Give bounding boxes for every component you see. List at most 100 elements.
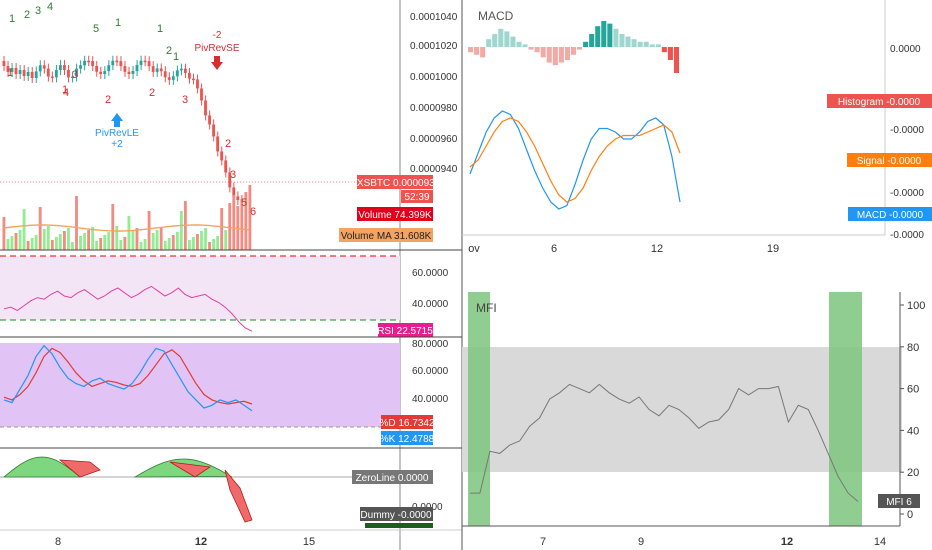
stoch-k-line bbox=[3, 344, 253, 412]
volume-bar bbox=[187, 240, 191, 250]
pivot-low-label: 2 bbox=[149, 87, 155, 99]
histogram-bar bbox=[552, 47, 558, 66]
piv-rev-le-arrow-icon bbox=[111, 113, 123, 127]
volume-bar bbox=[220, 208, 224, 250]
volume-bar bbox=[240, 199, 244, 250]
candle-body bbox=[50, 76, 54, 79]
svg-text:15: 15 bbox=[303, 536, 315, 548]
stoch-panel[interactable]: 80.0000 60.0000 40.0000 %D 16.7342 %K 12… bbox=[0, 336, 462, 445]
candle-body bbox=[139, 60, 143, 66]
rsi-panel[interactable]: 60.0000 40.0000 RSI 22.5715 bbox=[0, 249, 462, 337]
svg-text:8: 8 bbox=[55, 536, 61, 548]
histogram-bar bbox=[595, 26, 601, 47]
pivot-high-label: 2 bbox=[166, 45, 172, 57]
macd-title: MACD bbox=[478, 9, 514, 23]
volume-bar bbox=[143, 239, 147, 250]
macd-panel[interactable]: MACD 0.0000 -0.0000 -0.0000 -0.0000 Hist… bbox=[461, 0, 932, 550]
svg-text:52:39: 52:39 bbox=[404, 192, 429, 203]
candle-body bbox=[208, 115, 211, 125]
candle-body bbox=[111, 60, 115, 66]
candle-body bbox=[200, 88, 203, 101]
price-axis: 0.0001040 0.0001020 0.0001000 0.0000980 0.00… bbox=[410, 12, 458, 175]
svg-text:6: 6 bbox=[551, 243, 557, 255]
rsi-line bbox=[3, 285, 253, 332]
volume-bar bbox=[212, 239, 216, 250]
oscillator-wave-down bbox=[58, 459, 253, 523]
volume-bar bbox=[75, 196, 78, 250]
volume-bar bbox=[107, 232, 111, 250]
candle-body bbox=[10, 68, 14, 72]
stoch-axis-tick: 80.0000 bbox=[412, 339, 449, 350]
volume-bar bbox=[171, 235, 175, 250]
macd-axis-tick: -0.0000 bbox=[890, 125, 924, 136]
volume-bar bbox=[79, 236, 82, 250]
candle-body bbox=[42, 65, 46, 69]
candle-body bbox=[103, 71, 107, 75]
mfi-title: MFI bbox=[476, 301, 497, 315]
volume-bar bbox=[71, 242, 74, 250]
svg-text:12: 12 bbox=[781, 536, 793, 548]
pivot-high-label: 2 bbox=[24, 9, 30, 21]
pivot-high-label: 1 bbox=[173, 51, 179, 63]
volume-bar bbox=[87, 230, 91, 250]
price-axis-tick: 0.0000940 bbox=[410, 164, 458, 175]
piv-rev-le-label: PivRevLE bbox=[95, 128, 139, 139]
piv-rev-se-arrow-icon bbox=[211, 56, 223, 70]
candle-body bbox=[228, 172, 232, 188]
volume-bar bbox=[38, 207, 42, 250]
mfi-axis-tick: 20 bbox=[907, 467, 919, 479]
svg-text:Dummy -0.0000: Dummy -0.0000 bbox=[360, 510, 432, 521]
price-axis-tick: 0.0001040 bbox=[410, 12, 458, 23]
volume-bar bbox=[179, 211, 183, 250]
rsi-axis-tick: 40.0000 bbox=[412, 299, 449, 310]
volume-bar bbox=[123, 237, 127, 250]
histogram-bar bbox=[492, 34, 498, 47]
volume-bar bbox=[111, 204, 115, 250]
price-axis-tick: 0.0000960 bbox=[410, 134, 458, 145]
histogram-tag: Histogram -0.0000 bbox=[827, 94, 932, 108]
histogram-bar bbox=[583, 41, 589, 47]
volume-bar bbox=[151, 233, 155, 250]
pivot-high-label: 4 bbox=[47, 1, 53, 13]
volume-bar bbox=[95, 241, 99, 250]
histogram-bar bbox=[577, 47, 583, 50]
macd-tag: MACD -0.0000 bbox=[848, 207, 932, 221]
candle-body bbox=[75, 68, 78, 77]
svg-text:Signal -0.0000: Signal -0.0000 bbox=[857, 156, 922, 167]
volume-ma-line bbox=[3, 224, 251, 232]
histogram-bar bbox=[468, 47, 474, 53]
pivot-low-label: 6 bbox=[250, 206, 256, 218]
candle-body bbox=[224, 160, 228, 173]
price-axis-tick: 0.0001000 bbox=[410, 72, 458, 83]
candle-body bbox=[151, 66, 155, 72]
volume-bar bbox=[204, 228, 207, 250]
candle-body bbox=[87, 60, 91, 63]
volume-bar bbox=[167, 238, 171, 250]
candle-body bbox=[26, 72, 30, 76]
candle-body bbox=[46, 68, 50, 77]
mfi-axis-tick: 100 bbox=[907, 300, 925, 312]
histogram-bar bbox=[619, 34, 625, 47]
svg-text:RSI 22.5715: RSI 22.5715 bbox=[377, 326, 433, 337]
volume-bar bbox=[115, 226, 119, 250]
candle-body bbox=[159, 68, 163, 72]
zero-line-panel[interactable]: ZeroLine 0.0000 0.0000 Dummy -0.0000 bbox=[0, 447, 462, 528]
histogram-bar bbox=[661, 47, 667, 53]
price-panel[interactable]: 0.0001040 0.0001020 0.0001000 0.0000980 0.00… bbox=[0, 0, 458, 550]
volume-bar bbox=[244, 192, 248, 250]
volume-bar bbox=[232, 195, 236, 250]
symbol-price-tag: NXSBTC 0.0000933 bbox=[350, 175, 441, 189]
mfi-panel[interactable]: MFI 100 80 60 40 20 0 MFI 6 7 9 12 14 bbox=[462, 292, 925, 548]
svg-text:12: 12 bbox=[651, 243, 663, 255]
pivot-high-label: 1 bbox=[157, 23, 163, 35]
volume-bar bbox=[34, 235, 38, 250]
mfi-oversold-highlight bbox=[829, 292, 862, 526]
volume-bar bbox=[192, 237, 195, 250]
pivot-low-label: 1 bbox=[62, 84, 68, 96]
histogram-bar bbox=[667, 47, 673, 60]
svg-text:%K 12.4788: %K 12.4788 bbox=[380, 434, 435, 445]
macd-histogram bbox=[468, 21, 679, 73]
macd-axis-tick: -0.0000 bbox=[890, 188, 924, 199]
